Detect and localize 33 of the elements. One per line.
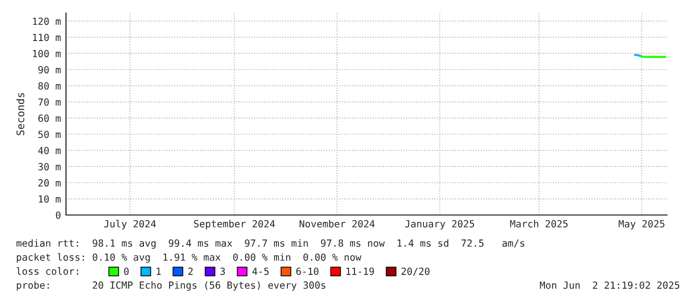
y-tick-label: 60 m [38,114,61,122]
legend-label: 20/20 [402,268,430,276]
legend-label: 1 [156,268,161,275]
text: packet loss: 0.10 % avg 1.91 % max 0.00 % min 0.00 % now [16,253,362,263]
y-tick-label: 70 m [38,98,61,106]
y-tick-label: 80 m [38,82,61,90]
y-tick-label: 110 m [33,34,61,42]
x-tick-label: July 2024 [104,220,156,230]
y-tick-label: 120 m [33,18,61,25]
y-tick-label: 90 m [38,66,61,74]
y-tick-label: 10 m [38,195,61,203]
x-tick-label: November 2024 [300,220,375,228]
legend-label: 4-5 [252,268,269,275]
text: probe: 20 ICMP Echo Pings (56 Bytes) every 300s [16,281,326,291]
legend-label: 6-10 [296,268,318,275]
legend-title: loss color: [16,267,78,275]
x-tick-label: May 2025 [618,220,664,230]
text: Mon Jun 2 21:19:02 2025 [540,281,680,289]
legend-label: 11-19 [346,268,374,275]
y-axis-title: Seconds [16,93,24,136]
y-tick-label: 20 m [38,179,61,187]
x-tick-label: January 2025 [405,220,474,230]
legend-label: 2 [188,268,193,275]
y-tick-label: 100 m [33,50,61,58]
legend-label: 3 [220,268,225,275]
x-tick-label: September 2024 [194,220,275,230]
y-tick-label: 40 m [38,146,61,154]
y-tick-label: 50 m [38,130,61,138]
y-tick-label: 0 [56,212,61,219]
y-tick-label: 30 m [38,163,61,170]
legend-label: 0 [124,268,129,275]
x-tick-label: March 2025 [510,220,568,228]
text: median rtt: 98.1 ms avg 99.4 ms max 97.7 ms min 97.8 ms now 1.4 ms sd 72.5 am/s [16,239,524,249]
